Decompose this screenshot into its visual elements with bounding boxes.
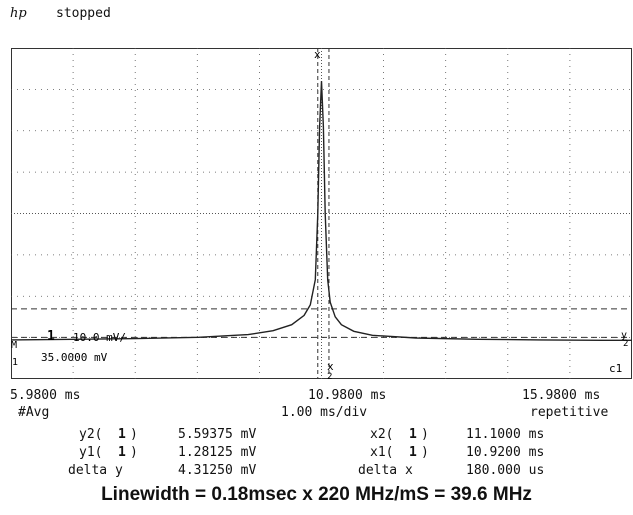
x2-value: 11.1000 ms xyxy=(466,427,545,442)
y2-close: ) xyxy=(130,427,138,442)
delta-y-label: delta y xyxy=(68,463,123,478)
x-axis-left-label: 5.9800 ms xyxy=(10,388,81,403)
x-axis-right-label: 15.9800 ms xyxy=(522,388,601,403)
trace-label: c1 xyxy=(609,362,622,375)
x1-value: 10.9200 ms xyxy=(466,445,545,460)
cursor-x1-top-marker: x xyxy=(314,48,321,61)
x2-close: ) xyxy=(421,427,429,442)
cursor-y2-marker: y xyxy=(621,330,627,341)
y1-label: y1( xyxy=(79,445,103,460)
left-marker-m: M xyxy=(11,340,17,351)
vertical-offset: 35.0000 mV xyxy=(41,351,108,364)
y1-channel: 1 xyxy=(118,445,126,460)
x-axis-center-label: 10.9800 ms xyxy=(308,388,387,403)
x2-label: x2( xyxy=(370,427,394,442)
acquisition-status: stopped xyxy=(56,6,111,21)
cursor-lines xyxy=(11,48,632,379)
linewidth-caption: Linewidth = 0.18msec x 220 MHz/mS = 39.6… xyxy=(101,484,532,505)
scope-display: 1 10.0 mV/ 35.0000 mV M 1 x x 2 y 2 c1 xyxy=(11,48,632,379)
hp-logo: hp xyxy=(10,6,27,21)
y2-label: y2( xyxy=(79,427,103,442)
x1-channel: 1 xyxy=(409,445,417,460)
graticule xyxy=(11,48,632,379)
cursor-x2-marker: x xyxy=(327,360,334,373)
delta-x-value: 180.000 us xyxy=(466,463,545,478)
vertical-scale: 10.0 mV/ xyxy=(73,331,126,344)
y1-value: 1.28125 mV xyxy=(178,445,257,460)
timebase: 1.00 ms/div xyxy=(281,405,368,420)
waveform-plot: 1 10.0 mV/ 35.0000 mV M 1 x x 2 y 2 c1 xyxy=(11,48,632,379)
acquisition-mode: #Avg xyxy=(18,405,50,420)
delta-y-value: 4.31250 mV xyxy=(178,463,257,478)
trigger-mode: repetitive xyxy=(530,405,609,420)
cursor-x2-index: 2 xyxy=(327,372,332,379)
signal-trace xyxy=(11,81,632,341)
x1-close: ) xyxy=(421,445,429,460)
x1-label: x1( xyxy=(370,445,394,460)
delta-x-label: delta x xyxy=(358,463,413,478)
channel-marker: 1 xyxy=(47,329,55,344)
y1-close: ) xyxy=(130,445,138,460)
y2-channel: 1 xyxy=(118,427,126,442)
x2-channel: 1 xyxy=(409,427,417,442)
screen-annotations: 1 10.0 mV/ 35.0000 mV M 1 x x 2 y 2 c1 xyxy=(11,48,628,379)
left-marker-1: 1 xyxy=(12,357,18,368)
y2-value: 5.59375 mV xyxy=(178,427,257,442)
cursor-y2-index: 2 xyxy=(623,339,628,349)
